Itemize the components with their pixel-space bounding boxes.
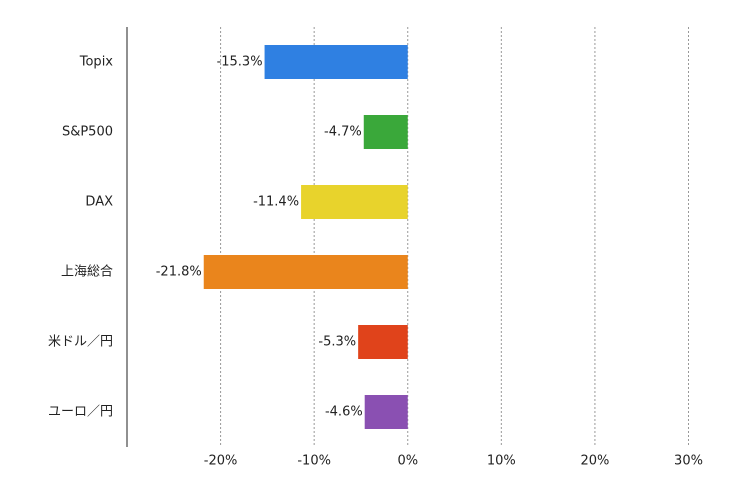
bar xyxy=(364,395,408,429)
plot: -20% -10% 0% 10% 20% 30% Topix -15.3% S&P500 -4.7… xyxy=(48,27,703,469)
y-tick-label: ユーロ／円 xyxy=(48,405,113,420)
bar xyxy=(363,115,408,149)
bar xyxy=(301,185,408,219)
y-tick-label: S&P500 xyxy=(62,125,113,140)
bar xyxy=(358,325,408,359)
x-tick-label: -20% xyxy=(204,454,238,469)
y-tick-label: Topix xyxy=(79,55,114,70)
y-tick-label: DAX xyxy=(85,195,113,210)
data-label: -21.8% xyxy=(156,265,202,280)
y-tick-label: 上海総合 xyxy=(61,265,113,280)
data-label: -15.3% xyxy=(217,55,263,70)
bar xyxy=(264,45,408,79)
x-tick-label: 10% xyxy=(487,454,516,469)
y-tick-label: 米ドル／円 xyxy=(48,335,113,350)
data-label: -11.4% xyxy=(253,195,299,210)
data-label: -4.7% xyxy=(324,125,362,140)
bar xyxy=(203,255,408,289)
data-label: -4.6% xyxy=(325,405,363,420)
x-tick-label: 30% xyxy=(674,454,703,469)
x-tick-label: 0% xyxy=(397,454,418,469)
data-label: -5.3% xyxy=(318,335,356,350)
x-tick-label: -10% xyxy=(297,454,331,469)
x-tick-label: 20% xyxy=(580,454,609,469)
